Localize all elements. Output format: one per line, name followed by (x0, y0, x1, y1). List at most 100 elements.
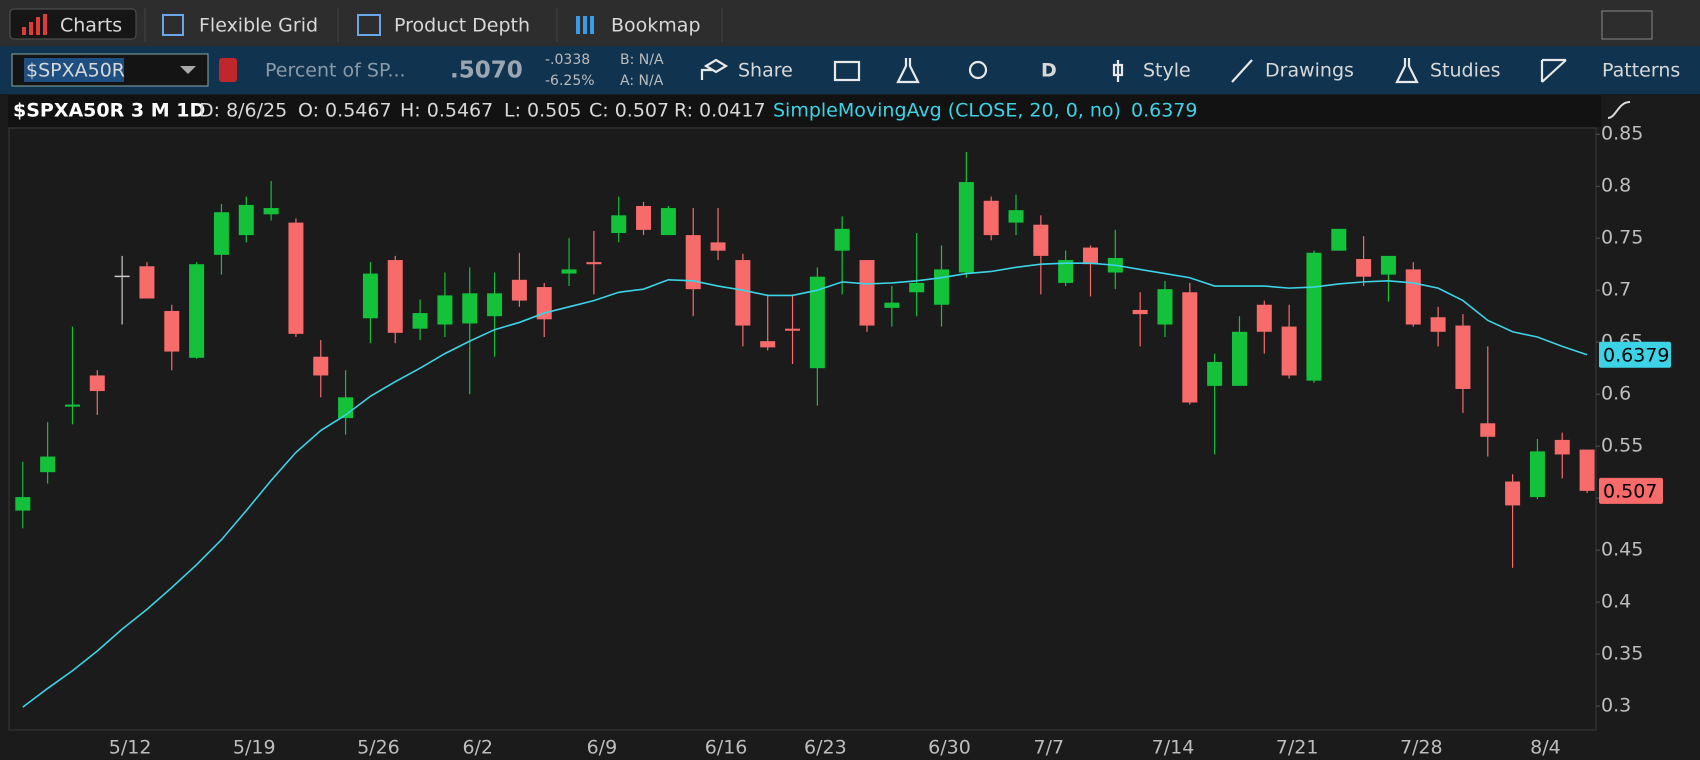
tab[interactable]: Flexible Grid (199, 15, 318, 37)
tab[interactable]: Charts (60, 15, 122, 37)
status-open: O: 0.5467 (298, 100, 392, 122)
candle-body (1480, 423, 1496, 437)
tab[interactable]: Bookmap (611, 15, 701, 37)
studies-icon (1395, 58, 1419, 84)
drawings-icon (1231, 59, 1253, 83)
patterns-button[interactable]: Patterns (1602, 60, 1680, 82)
candle-body (1256, 304, 1272, 332)
ask: A: N/A (620, 73, 664, 89)
candle-body (213, 212, 229, 255)
axis-icon-curve (1607, 101, 1631, 119)
candle-body (387, 260, 403, 333)
share-icon (700, 58, 729, 80)
sma-badge (1599, 341, 1671, 368)
plot-area (8, 127, 1597, 731)
badge (219, 58, 237, 82)
x-tick-label: 7/21 (1276, 737, 1319, 759)
study-value: 0.6379 (1131, 100, 1197, 122)
candle-body (636, 205, 652, 230)
candle-body (1380, 255, 1396, 275)
candle-body (1231, 331, 1247, 386)
candle-body (1082, 247, 1098, 265)
y-tick-label: 0.75 (1601, 227, 1643, 249)
status-high: H: 0.5467 (400, 100, 493, 122)
candle-body (139, 266, 155, 299)
candle-body (1579, 449, 1595, 491)
candle-body (64, 404, 80, 407)
candle-body (1430, 317, 1446, 332)
candle-body (1157, 289, 1173, 325)
candle-body (1281, 326, 1297, 376)
tab-bar (0, 0, 1700, 46)
candle-body (958, 182, 974, 273)
y-tick-label: 0.7 (1601, 279, 1631, 301)
x-tick-label: 5/12 (109, 737, 152, 759)
change: -.0338 (545, 52, 590, 68)
x-tick-label: 7/7 (1034, 737, 1065, 759)
y-tick-label: 0.45 (1601, 539, 1643, 561)
x-tick-label: 8/4 (1530, 737, 1561, 759)
flask-icon[interactable] (896, 58, 920, 84)
symbol[interactable]: $SPXA50R (26, 60, 125, 82)
candle-body (760, 341, 776, 348)
candle-body (15, 497, 31, 511)
x-tick-label: 6/9 (587, 737, 618, 759)
candle-body (909, 282, 925, 293)
candle-body (785, 328, 801, 331)
grid-icon (162, 14, 184, 36)
selection (24, 58, 124, 82)
axis-icon[interactable] (1603, 95, 1637, 127)
price-badge (1599, 477, 1663, 504)
share-button[interactable]: Share (738, 60, 793, 82)
y-tick-label: 0.85 (1601, 123, 1643, 145)
candle-body (412, 313, 428, 329)
candle-body (1033, 224, 1049, 256)
dropdown-arrow[interactable] (180, 66, 196, 74)
candle-body (1356, 259, 1372, 277)
candle-body (114, 275, 130, 278)
drawings-button[interactable]: Drawings (1265, 60, 1354, 82)
candle-body (1008, 210, 1024, 223)
period[interactable]: D (1041, 60, 1057, 82)
icon[interactable] (833, 60, 861, 82)
candle-body (1505, 481, 1521, 506)
description: Percent of SP... (265, 60, 406, 82)
candle-body (710, 242, 726, 251)
sma-badge-label: 0.6379 (1603, 344, 1669, 366)
candle-body (1331, 228, 1347, 251)
candle-body (1455, 325, 1471, 389)
y-tick-label: 0.55 (1601, 435, 1643, 457)
window-button[interactable] (1601, 10, 1653, 40)
style-button[interactable]: Style (1143, 60, 1191, 82)
x-tick-label: 6/16 (705, 737, 748, 759)
price-badge-label: 0.507 (1603, 480, 1657, 502)
x-tick-label: 5/19 (233, 737, 276, 759)
candle-body (809, 276, 825, 369)
candle-body (462, 293, 478, 324)
candle-body (884, 302, 900, 308)
status-symbol: $SPXA50R 3 M 1D (13, 100, 205, 122)
tab-active[interactable] (9, 8, 137, 40)
depth-icon (357, 14, 381, 36)
sma-line (22, 262, 1588, 708)
y-tick-label: 0.35 (1601, 643, 1643, 665)
x-tick-label: 6/23 (804, 737, 847, 759)
candle-body (660, 208, 676, 236)
style-icon (1112, 60, 1124, 82)
plot: 0.30.350.40.450.50.550.60.650.70.750.80.… (15, 123, 1643, 759)
studies-button[interactable]: Studies (1430, 60, 1500, 82)
candle-body (313, 356, 329, 376)
gear-icon[interactable] (968, 60, 988, 80)
candle-body (263, 208, 279, 215)
tab[interactable]: Product Depth (394, 15, 530, 37)
bid: B: N/A (620, 52, 664, 68)
candle-body (189, 264, 205, 358)
candle-body (1405, 269, 1421, 325)
candle-body (288, 222, 304, 334)
status-date: D: 8/6/25 (199, 100, 287, 122)
y-tick-label: 0.3 (1601, 695, 1631, 717)
last-price: .5070 (450, 58, 523, 84)
candle-body (1182, 292, 1198, 403)
candle-body (1554, 439, 1570, 455)
